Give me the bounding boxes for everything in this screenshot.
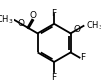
- Text: F: F: [51, 9, 56, 18]
- Text: O: O: [17, 19, 24, 28]
- Text: O: O: [74, 25, 81, 34]
- Text: F: F: [52, 73, 57, 82]
- Text: O: O: [30, 11, 37, 20]
- Text: CH$_3$: CH$_3$: [0, 13, 13, 26]
- Text: CH$_3$: CH$_3$: [86, 19, 101, 32]
- Text: F: F: [80, 53, 85, 62]
